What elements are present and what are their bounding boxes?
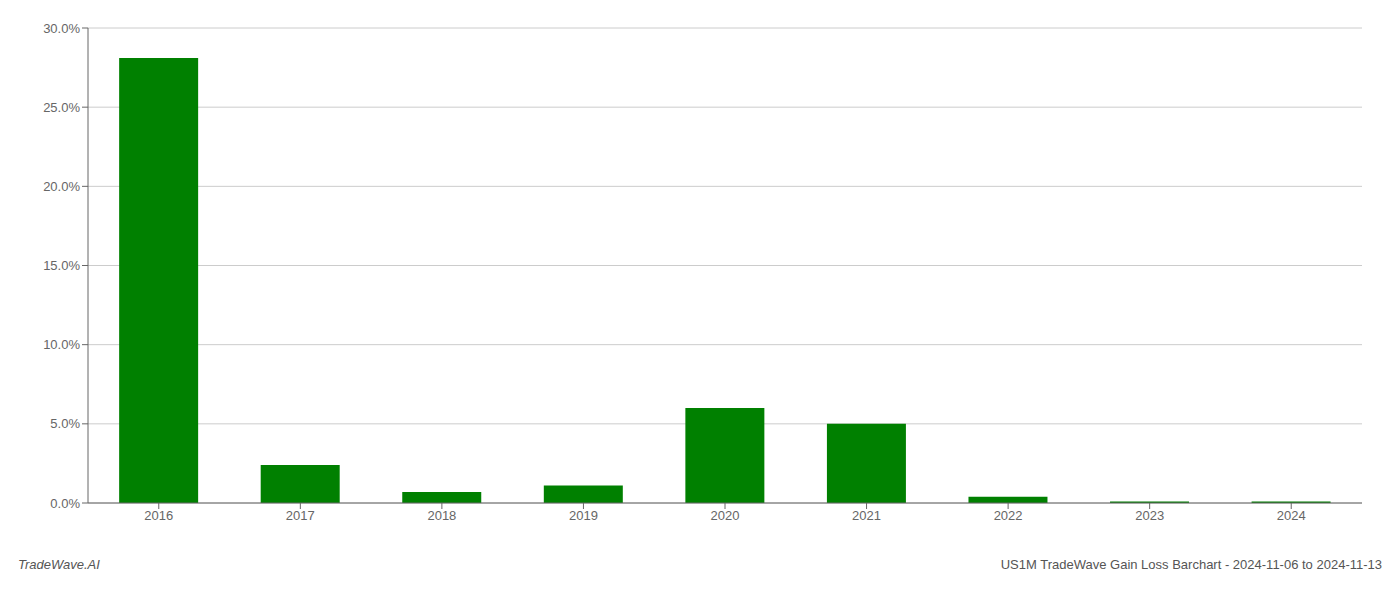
svg-text:15.0%: 15.0% [43,258,80,273]
svg-text:2020: 2020 [711,508,740,523]
svg-text:2022: 2022 [994,508,1023,523]
svg-text:25.0%: 25.0% [43,100,80,115]
svg-text:2018: 2018 [427,508,456,523]
svg-text:2021: 2021 [852,508,881,523]
svg-text:2023: 2023 [1135,508,1164,523]
svg-text:2024: 2024 [1277,508,1306,523]
svg-text:2017: 2017 [286,508,315,523]
svg-text:2016: 2016 [144,508,173,523]
svg-text:2019: 2019 [569,508,598,523]
svg-text:20.0%: 20.0% [43,179,80,194]
html-text:US1M TradeWave Gain Loss Barch: US1M TradeWave Gain Loss Barchart - 2024… [1000,557,1382,572]
html-text:TradeWave.AI: TradeWave.AI [18,557,100,572]
svg-text:30.0%: 30.0% [43,21,80,36]
svg-text:5.0%: 5.0% [50,416,80,431]
svg-text:10.0%: 10.0% [43,337,80,352]
svg-text:0.0%: 0.0% [50,496,80,511]
